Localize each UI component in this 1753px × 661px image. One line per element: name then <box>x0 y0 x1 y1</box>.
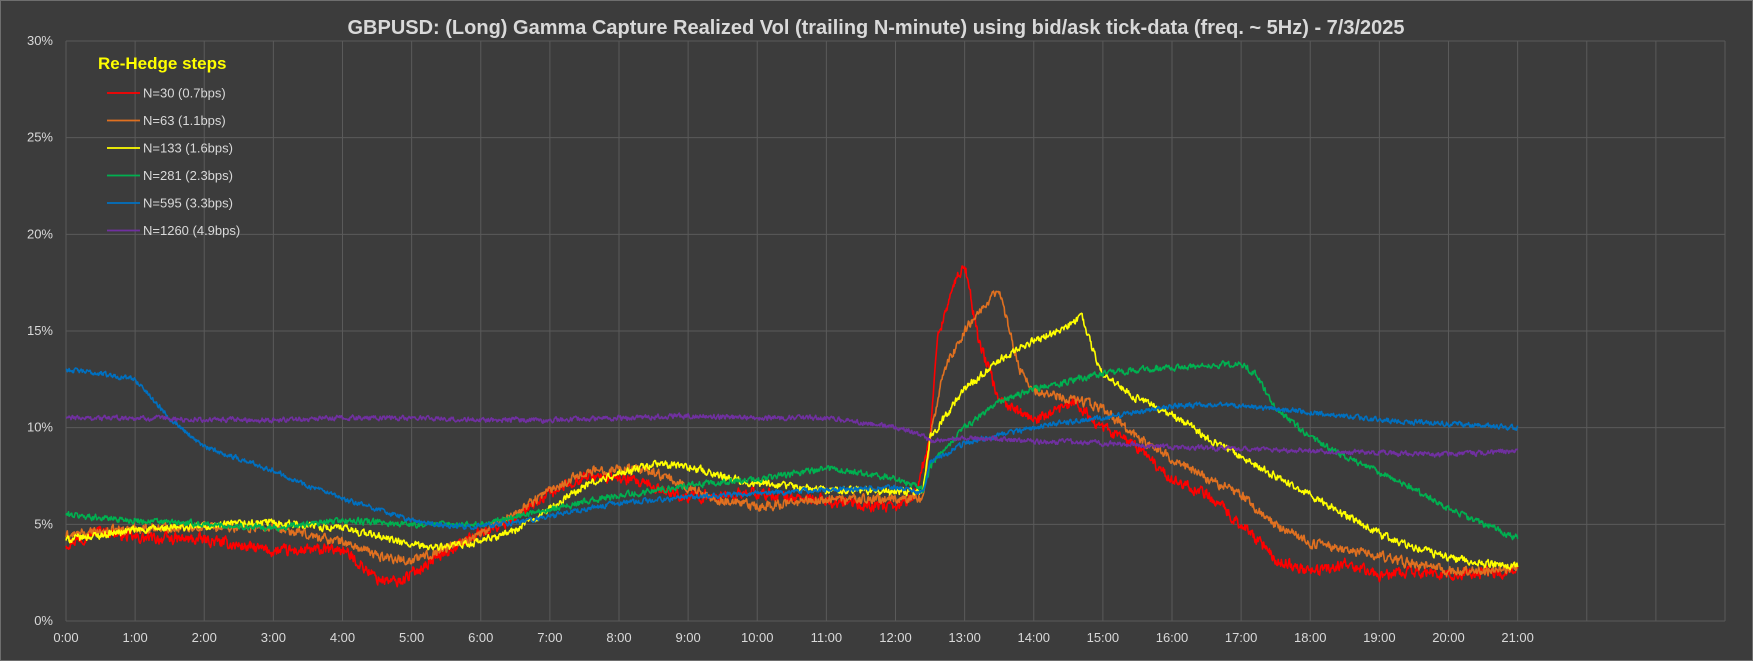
x-tick-label: 8:00 <box>606 630 631 645</box>
x-tick-label: 3:00 <box>261 630 286 645</box>
legend-label: N=30 (0.7bps) <box>143 86 226 101</box>
series-line <box>65 367 1519 531</box>
y-tick-label: 25% <box>27 130 53 145</box>
legend: Re-Hedge steps N=30 (0.7bps) N=63 (1.1bps… <box>98 54 240 238</box>
x-tick-label: 2:00 <box>192 630 217 645</box>
x-tick-label: 18:00 <box>1294 630 1327 645</box>
legend-title: Re-Hedge steps <box>98 54 226 73</box>
x-tick-label: 11:00 <box>811 630 843 645</box>
y-tick-label: 5% <box>34 516 53 531</box>
x-tick-label: 21:00 <box>1501 630 1534 645</box>
gridlines <box>65 40 1726 622</box>
x-tick-label: 16:00 <box>1156 630 1189 645</box>
x-tick-label: 13:00 <box>948 630 981 645</box>
legend-label: N=595 (3.3bps) <box>143 196 233 211</box>
x-tick-label: 1:00 <box>122 630 147 645</box>
series-line <box>65 290 1519 577</box>
x-tick-label: 6:00 <box>468 630 493 645</box>
series-line <box>65 265 1519 588</box>
x-axis-ticks: 0:00 1:00 2:00 3:00 4:00 5:00 6:00 7:00 8:00 9:00… <box>53 630 1534 645</box>
series-line <box>65 312 1519 571</box>
x-tick-label: 20:00 <box>1432 630 1465 645</box>
x-tick-label: 15:00 <box>1087 630 1120 645</box>
x-tick-label: 10:00 <box>741 630 774 645</box>
x-tick-label: 9:00 <box>675 630 700 645</box>
x-tick-label: 17:00 <box>1225 630 1258 645</box>
legend-label: N=63 (1.1bps) <box>143 113 226 128</box>
y-tick-label: 15% <box>27 323 53 338</box>
legend-label: N=281 (2.3bps) <box>143 168 233 183</box>
x-tick-label: 19:00 <box>1363 630 1396 645</box>
x-tick-label: 14:00 <box>1017 630 1050 645</box>
y-axis-ticks: 0% 5% 10% 15% 20% 25% 30% <box>27 33 53 628</box>
x-tick-label: 7:00 <box>537 630 562 645</box>
series-line <box>65 412 1519 458</box>
chart-title: GBPUSD: (Long) Gamma Capture Realized Vo… <box>347 17 1404 39</box>
y-tick-label: 0% <box>34 613 53 628</box>
legend-label: N=133 (1.6bps) <box>143 141 233 156</box>
x-tick-label: 4:00 <box>330 630 355 645</box>
x-tick-label: 0:00 <box>53 630 78 645</box>
y-tick-label: 30% <box>27 33 53 48</box>
series-lines <box>65 265 1519 588</box>
x-tick-label: 12:00 <box>879 630 912 645</box>
y-tick-label: 10% <box>27 420 53 435</box>
legend-label: N=1260 (4.9bps) <box>143 223 240 238</box>
x-tick-label: 5:00 <box>399 630 424 645</box>
y-tick-label: 20% <box>27 226 53 241</box>
